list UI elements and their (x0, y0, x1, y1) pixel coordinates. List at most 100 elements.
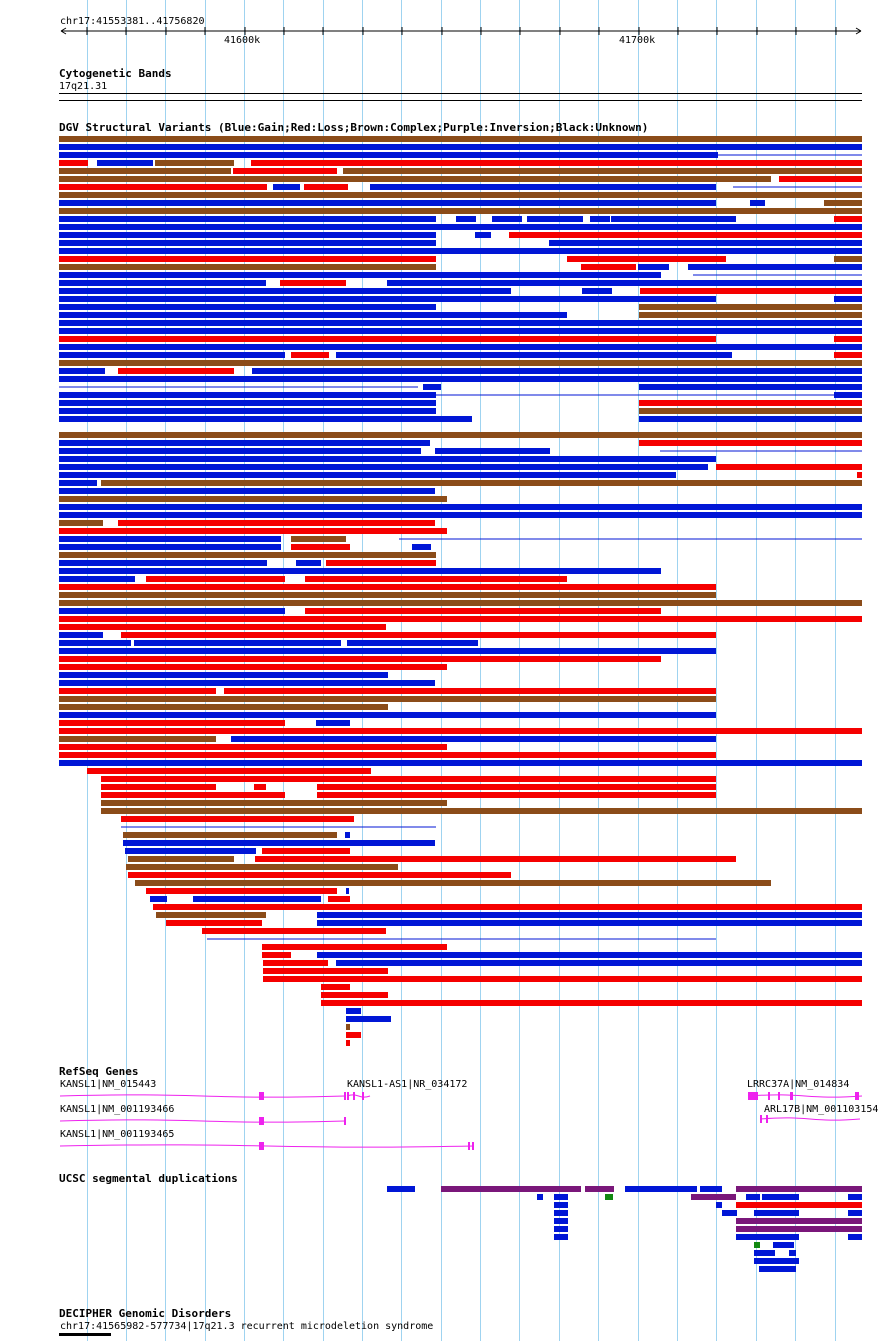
segdup-feature[interactable] (700, 1186, 722, 1192)
dgv-variant-bar[interactable] (87, 768, 371, 774)
dgv-variant-bar[interactable] (59, 336, 716, 342)
dgv-variant-bar[interactable] (59, 488, 435, 494)
dgv-variant-bar[interactable] (317, 920, 862, 926)
dgv-variant-bar[interactable] (101, 784, 216, 790)
segdup-feature[interactable] (754, 1250, 775, 1256)
segdup-feature[interactable] (716, 1202, 722, 1208)
dgv-variant-bar[interactable] (336, 352, 732, 358)
segdup-feature[interactable] (722, 1210, 737, 1216)
dgv-variant-bar[interactable] (224, 688, 716, 694)
dgv-variant-bar[interactable] (639, 304, 862, 310)
segdup-feature[interactable] (736, 1218, 862, 1224)
dgv-variant-bar[interactable] (59, 376, 862, 382)
dgv-variant-bar[interactable] (346, 1008, 361, 1014)
kansl1-nm-001193466-intron[interactable] (59, 1119, 346, 1123)
gene-label[interactable]: KANSL1|NM_001193465 (60, 1129, 175, 1140)
dgv-variant-bar[interactable] (582, 288, 612, 294)
gene-label[interactable]: LRRC37A|NM_014834 (747, 1079, 850, 1090)
dgv-variant-bar[interactable] (59, 520, 103, 526)
dgv-variant-bar[interactable] (262, 952, 291, 958)
dgv-variant-bar[interactable] (59, 216, 436, 222)
dgv-variant-bar[interactable] (317, 952, 862, 958)
dgv-variant-bar[interactable] (59, 512, 862, 518)
dgv-variant-bar[interactable] (346, 1032, 361, 1038)
dgv-variant-bar[interactable] (59, 136, 862, 142)
segdup-feature[interactable] (387, 1186, 415, 1192)
arl17b-nm-001103154-intron[interactable] (759, 1117, 861, 1121)
dgv-variant-bar[interactable] (59, 168, 231, 174)
dgv-variant-bar[interactable] (59, 552, 436, 558)
dgv-variant-bar[interactable] (304, 184, 348, 190)
dgv-variant-bar[interactable] (59, 280, 266, 286)
dgv-variant-bar[interactable] (193, 896, 321, 902)
dgv-variant-bar[interactable] (59, 624, 386, 630)
dgv-variant-bar[interactable] (336, 960, 862, 966)
dgv-variant-bar[interactable] (343, 168, 862, 174)
dgv-variant-bar[interactable] (59, 344, 862, 350)
dgv-variant-bar[interactable] (346, 1016, 391, 1022)
dgv-variant-bar[interactable] (233, 168, 337, 174)
dgv-variant-bar[interactable] (527, 216, 583, 222)
dgv-variant-bar[interactable] (101, 800, 447, 806)
dgv-variant-bar[interactable] (59, 584, 716, 590)
dgv-variant-bar[interactable] (126, 864, 398, 870)
segdup-feature[interactable] (754, 1258, 799, 1264)
kansl1-nm-015443-intron[interactable] (59, 1094, 346, 1098)
arl17b-nm-001103154-exon[interactable] (760, 1115, 762, 1123)
dgv-variant-bar[interactable] (262, 944, 447, 950)
dgv-variant-bar[interactable] (101, 792, 285, 798)
dgv-variant-bar[interactable] (59, 648, 716, 654)
dgv-variant-bar[interactable] (456, 216, 476, 222)
dgv-variant-bar[interactable] (251, 160, 862, 166)
dgv-variant-bar[interactable] (59, 248, 862, 254)
dgv-variant-bar[interactable] (59, 680, 435, 686)
dgv-variant-bar[interactable] (346, 888, 349, 894)
dgv-variant-bar[interactable] (326, 560, 436, 566)
lrrc37a-nm-014834-intron[interactable] (747, 1094, 863, 1098)
lrrc37a-nm-014834-exon[interactable] (768, 1092, 770, 1100)
segdup-feature[interactable] (848, 1234, 862, 1240)
dgv-variant-bar[interactable] (59, 184, 267, 190)
dgv-variant-bar[interactable] (59, 744, 447, 750)
kansl1-nm-015443-exon[interactable] (344, 1092, 346, 1100)
dgv-variant-bar[interactable] (581, 264, 636, 270)
dgv-variant-bar[interactable] (291, 352, 329, 358)
gene-label[interactable]: KANSL1-AS1|NR_034172 (347, 1079, 468, 1090)
segdup-feature[interactable] (789, 1250, 796, 1256)
dgv-variant-bar[interactable] (59, 576, 135, 582)
dgv-variant-bar[interactable] (688, 264, 862, 270)
segdup-feature[interactable] (554, 1218, 568, 1224)
dgv-variant-bar[interactable] (155, 160, 234, 166)
dgv-variant-bar[interactable] (59, 672, 388, 678)
dgv-variant-bar[interactable] (59, 736, 216, 742)
lrrc37a-nm-014834-exon[interactable] (790, 1092, 793, 1100)
dgv-variant-bar[interactable] (321, 984, 350, 990)
dgv-variant-bar[interactable] (254, 784, 266, 790)
dgv-variant-bar[interactable] (59, 632, 103, 638)
dgv-variant-bar[interactable] (121, 632, 716, 638)
segdup-feature[interactable] (554, 1210, 568, 1216)
dgv-variant-bar[interactable] (128, 856, 234, 862)
segdup-feature[interactable] (585, 1186, 614, 1192)
segdup-feature[interactable] (762, 1194, 799, 1200)
dgv-variant-bar[interactable] (59, 416, 472, 422)
dgv-variant-bar[interactable] (475, 232, 491, 238)
dgv-variant-bar[interactable] (59, 152, 718, 158)
dgv-variant-bar[interactable] (59, 600, 862, 606)
dgv-variant-bar[interactable] (317, 792, 716, 798)
arl17b-nm-001103154-exon[interactable] (766, 1115, 768, 1123)
dgv-variant-bar[interactable] (857, 472, 862, 478)
dgv-variant-bar[interactable] (156, 912, 266, 918)
dgv-variant-bar[interactable] (166, 920, 262, 926)
dgv-variant-bar[interactable] (59, 480, 97, 486)
dgv-variant-bar[interactable] (639, 408, 862, 414)
dgv-variant-bar[interactable] (59, 616, 862, 622)
dgv-variant-bar[interactable] (101, 480, 862, 486)
dgv-variant-bar[interactable] (347, 640, 478, 646)
dgv-variant-bar[interactable] (59, 352, 285, 358)
dgv-variant-bar[interactable] (252, 368, 862, 374)
dgv-variant-bar[interactable] (59, 360, 862, 366)
dgv-variant-bar[interactable] (231, 736, 716, 742)
segdup-feature[interactable] (736, 1186, 862, 1192)
segdup-feature[interactable] (441, 1186, 581, 1192)
